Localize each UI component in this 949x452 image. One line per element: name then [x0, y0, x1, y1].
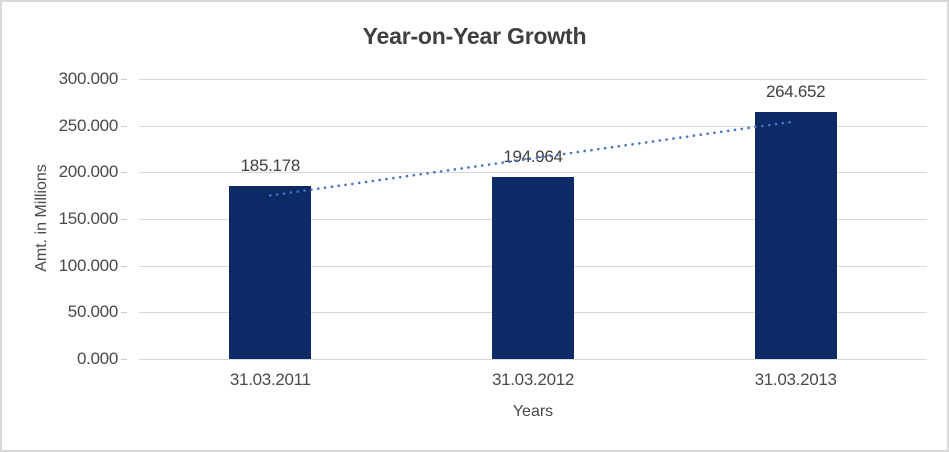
y-axis-tick	[121, 172, 127, 173]
y-axis-tick	[121, 359, 127, 360]
bar-value-label: 185.178	[240, 156, 301, 175]
y-tick-label: 100.000	[58, 256, 119, 275]
x-tick-label: 31.03.2013	[754, 370, 837, 389]
x-tick-label: 31.03.2011	[229, 370, 311, 389]
y-axis-tick	[121, 79, 127, 80]
y-tick-label: 250.000	[58, 116, 119, 135]
y-tick-label: 300.000	[58, 69, 119, 88]
y-axis-tick	[121, 266, 127, 267]
x-tick-label: 31.03.2012	[491, 370, 575, 389]
y-tick-label: 200.000	[58, 162, 119, 181]
y-tick-label: 150.000	[58, 209, 119, 228]
bar	[229, 186, 311, 359]
y-tick-label: 0.000	[76, 349, 118, 368]
y-gridline	[139, 359, 927, 360]
chart-title: Year-on-Year Growth	[362, 23, 587, 49]
bar	[755, 112, 837, 359]
y-axis-tick	[121, 219, 127, 220]
bar-value-label: 194.964	[503, 147, 563, 166]
y-tick-label: 50.000	[67, 302, 119, 321]
bar	[492, 177, 574, 359]
x-axis-title: Years	[512, 403, 554, 420]
y-gridline	[139, 79, 927, 80]
bar-value-label: 264.652	[765, 82, 826, 101]
y-axis-tick	[121, 126, 127, 127]
y-axis-tick	[121, 312, 127, 313]
